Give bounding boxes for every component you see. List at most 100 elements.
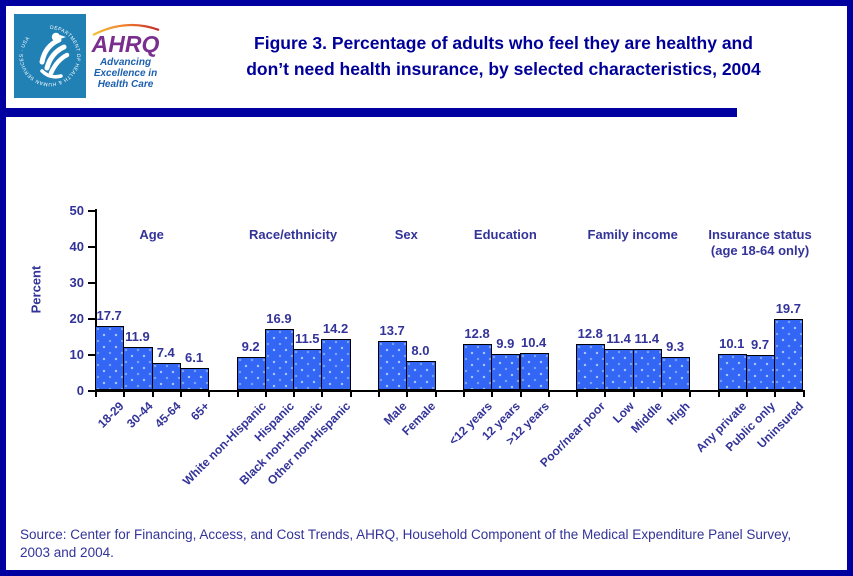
hhs-eagle-icon: DEPARTMENT OF HEALTH & HUMAN SERVICES · … bbox=[14, 14, 86, 98]
bar bbox=[774, 319, 804, 390]
bar bbox=[264, 329, 295, 390]
y-tick bbox=[88, 318, 95, 320]
bar bbox=[378, 340, 408, 390]
ahrq-arc-icon bbox=[91, 23, 159, 36]
x-tick bbox=[321, 390, 324, 397]
x-tick bbox=[774, 390, 777, 397]
x-tick bbox=[378, 390, 380, 397]
ahrq-tagline: Advancing Excellence in Health Care bbox=[94, 57, 157, 90]
value-label: 10.4 bbox=[520, 334, 547, 350]
x-tick bbox=[745, 390, 748, 397]
x-tick bbox=[604, 390, 607, 397]
figure-title: Figure 3. Percentage of adults who feel … bbox=[181, 30, 826, 82]
category-label: 45-64 bbox=[152, 399, 184, 431]
y-tick bbox=[88, 354, 95, 356]
bar bbox=[661, 356, 691, 390]
x-tick bbox=[123, 390, 126, 397]
value-label: 8.0 bbox=[411, 343, 430, 359]
x-tick bbox=[406, 390, 409, 397]
y-tick-label: 20 bbox=[69, 311, 84, 326]
header-divider-bar bbox=[6, 108, 737, 117]
value-label: 12.8 bbox=[464, 325, 490, 341]
eagle-head bbox=[51, 32, 61, 42]
value-label: 9.9 bbox=[496, 336, 515, 352]
y-tick bbox=[88, 210, 95, 212]
value-label: 11.9 bbox=[125, 329, 150, 345]
group-label: Age bbox=[139, 227, 164, 242]
category-label: High bbox=[664, 399, 694, 428]
y-tick bbox=[88, 246, 95, 248]
x-tick bbox=[462, 390, 465, 397]
tagline-line-2: Excellence in bbox=[93, 67, 158, 79]
x-tick bbox=[717, 390, 720, 397]
y-tick-label: 30 bbox=[69, 275, 84, 290]
value-label: 9.3 bbox=[666, 338, 685, 354]
ahrq-hhs-logo: DEPARTMENT OF HEALTH & HUMAN SERVICES · … bbox=[14, 14, 165, 98]
source-line-2: 2003 and 2004. bbox=[20, 545, 114, 560]
figure-title-line-1: Figure 3. Percentage of adults who feel … bbox=[254, 33, 753, 53]
y-axis-title: Percent bbox=[28, 265, 44, 314]
group-label: Education bbox=[473, 227, 537, 242]
value-label: 12.8 bbox=[577, 325, 603, 341]
tagline-line-1: Advancing bbox=[99, 56, 152, 68]
x-tick bbox=[151, 390, 154, 397]
x-tick bbox=[95, 390, 97, 397]
x-tick bbox=[349, 390, 352, 397]
x-tick bbox=[689, 390, 692, 397]
category-label: 30-44 bbox=[123, 399, 156, 431]
eagle-beak bbox=[60, 35, 66, 39]
value-label: 9.2 bbox=[241, 338, 260, 354]
y-axis bbox=[95, 209, 97, 392]
x-tick bbox=[208, 390, 211, 397]
ahrq-wordmark: AHRQ bbox=[91, 30, 160, 57]
group-label: Race/ethnicity bbox=[249, 227, 338, 242]
x-tick bbox=[576, 390, 579, 397]
bar bbox=[576, 343, 606, 390]
y-tick-label: 50 bbox=[69, 203, 84, 218]
bar bbox=[717, 353, 747, 390]
bar bbox=[321, 338, 351, 390]
value-label: 14.2 bbox=[322, 320, 349, 336]
group-label: Insurance status (age 18-64 only) bbox=[708, 227, 812, 258]
x-tick bbox=[632, 390, 635, 397]
source-line-1: Source: Center for Financing, Access, an… bbox=[20, 527, 792, 542]
source-note: Source: Center for Financing, Access, an… bbox=[20, 526, 830, 562]
x-tick bbox=[434, 390, 437, 397]
value-label: 11.4 bbox=[606, 330, 631, 346]
bar bbox=[491, 354, 521, 390]
value-label: 16.9 bbox=[266, 311, 292, 327]
tagline-line-3: Health Care bbox=[97, 78, 154, 90]
x-tick bbox=[547, 390, 550, 397]
y-tick-label: 10 bbox=[69, 347, 84, 362]
bar bbox=[745, 355, 776, 390]
bar bbox=[293, 348, 323, 390]
bar bbox=[406, 361, 436, 390]
group-label: Sex bbox=[394, 227, 418, 242]
x-tick bbox=[491, 390, 494, 397]
value-label: 11.4 bbox=[634, 330, 660, 346]
y-tick-label: 40 bbox=[69, 239, 84, 254]
value-label: 13.7 bbox=[379, 322, 405, 338]
y-tick bbox=[88, 390, 95, 392]
bar bbox=[95, 326, 125, 390]
y-tick bbox=[88, 282, 95, 284]
y-tick-label: 0 bbox=[76, 383, 84, 398]
category-label: Middle bbox=[627, 399, 665, 436]
bar bbox=[632, 348, 662, 390]
bar bbox=[123, 347, 153, 390]
x-tick bbox=[519, 390, 522, 397]
value-label: 11.5 bbox=[294, 330, 320, 346]
x-tick bbox=[264, 390, 267, 397]
value-label: 19.7 bbox=[775, 301, 801, 317]
value-label: 7.4 bbox=[156, 345, 175, 361]
x-tick bbox=[236, 390, 239, 397]
bar-chart: Percent 0 10 20 30 40 50 17.7 18-29 11.9 30-44 7.4… bbox=[6, 6, 847, 570]
x-axis bbox=[95, 390, 805, 392]
category-label: 18-29 bbox=[95, 399, 128, 431]
bar bbox=[519, 352, 549, 390]
value-label: 17.7 bbox=[96, 308, 122, 324]
group-label: Family income bbox=[587, 227, 678, 242]
bar bbox=[236, 356, 266, 390]
ahrq-logo: AHRQ Advancing Excellence in Health Care bbox=[86, 14, 165, 98]
